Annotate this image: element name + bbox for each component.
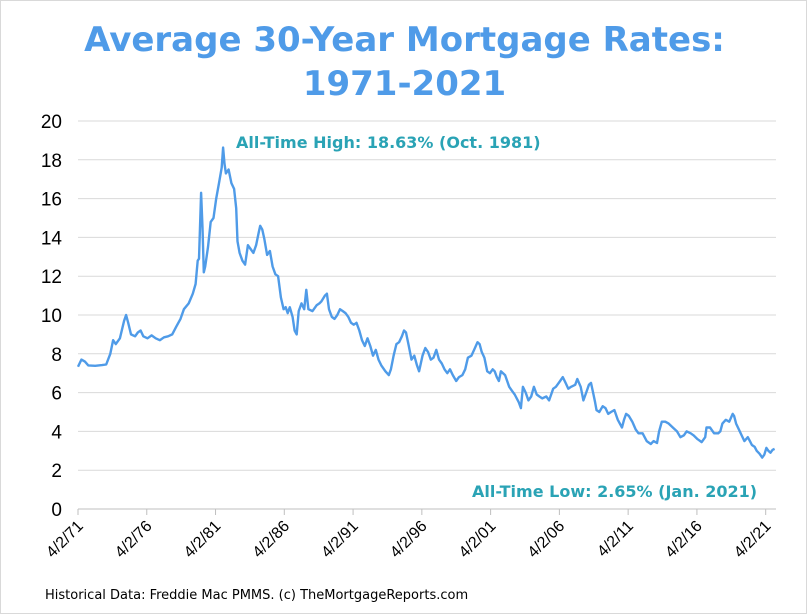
x-tick-label: 4/2/91 (318, 518, 362, 562)
x-tick-label: 4/2/06 (525, 518, 569, 562)
chart-subtitle: 1971-2021 (302, 64, 507, 104)
x-tick-label: 4/2/81 (181, 518, 225, 562)
x-tick-label: 4/2/86 (250, 518, 294, 562)
x-axis-ticks: 4/2/71 4/2/76 4/2/81 4/2/86 4/2/91 4/2/96 4/2/… (43, 509, 775, 562)
y-tick-label: 18 (41, 151, 62, 172)
chart-title: Average 30-Year Mortgage Rates: (84, 20, 725, 60)
x-tick-label: 4/2/71 (43, 518, 87, 562)
y-tick-label: 10 (41, 306, 62, 327)
y-tick-label: 2 (51, 461, 62, 482)
y-tick-label: 0 (51, 500, 62, 521)
series-line-mortgage-rate (76, 146, 776, 459)
y-tick-label: 20 (41, 112, 62, 133)
y-tick-label: 4 (51, 422, 62, 443)
x-tick-label: 4/2/21 (731, 518, 775, 562)
gridlines (78, 120, 776, 471)
y-tick-label: 16 (41, 190, 62, 211)
annotation-all-time-high: All-Time High: 18.63% (Oct. 1981) (236, 133, 541, 152)
y-tick-label: 8 (51, 345, 62, 366)
source-footer: Historical Data: Freddie Mac PMMS. (c) T… (45, 588, 469, 603)
x-tick-label: 4/2/11 (594, 518, 637, 561)
y-tick-label: 12 (41, 267, 62, 288)
y-tick-label: 14 (41, 228, 63, 249)
y-tick-label: 6 (51, 384, 62, 405)
x-tick-label: 4/2/96 (387, 518, 431, 562)
y-axis-ticks: 0 2 4 6 8 10 12 14 16 18 20 (41, 112, 63, 521)
x-tick-label: 4/2/01 (456, 518, 500, 562)
x-tick-label: 4/2/76 (112, 518, 156, 562)
x-tick-label: 4/2/16 (662, 518, 706, 562)
annotation-all-time-low: All-Time Low: 2.65% (Jan. 2021) (472, 482, 757, 501)
